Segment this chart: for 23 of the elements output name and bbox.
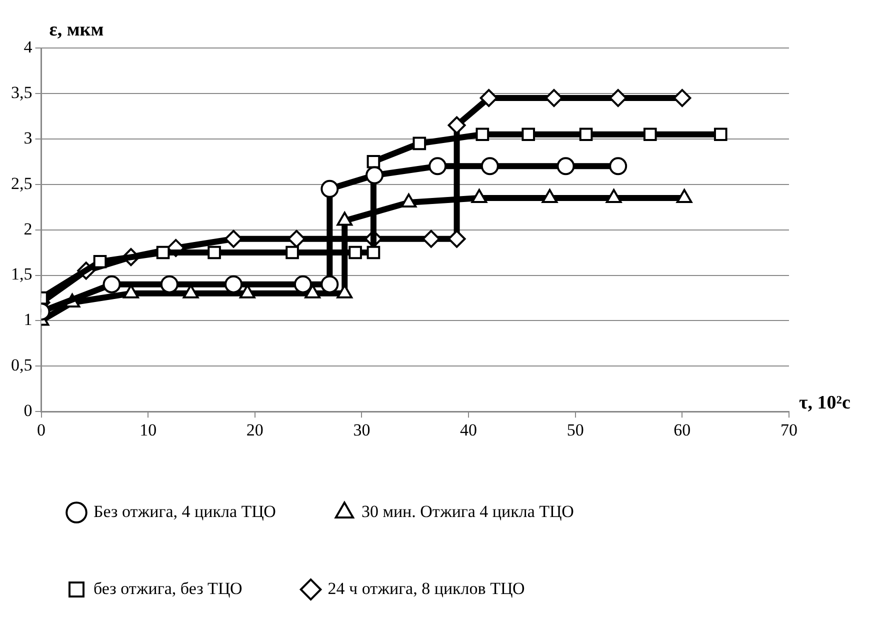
y-tick-label: 2,5 <box>11 174 32 193</box>
x-tick-label: 70 <box>780 420 798 440</box>
y-tick-label: 3,5 <box>11 82 32 102</box>
x-tick-label: 30 <box>353 420 370 440</box>
x-tick-label: 50 <box>566 420 584 440</box>
y-tick-label: 4 <box>24 37 33 56</box>
y-tick-label: 0,5 <box>11 356 32 375</box>
y-tick-label: 1,5 <box>11 264 32 284</box>
legend-label: 30 мин. Отжига 4 цикла ТЦО <box>361 502 574 521</box>
y-axis-title: ε, мкм <box>49 19 104 40</box>
x-tick-label: 60 <box>674 420 691 440</box>
x-tick-label: 0 <box>37 420 46 440</box>
legend-label: без отжига, без ТЦО <box>94 578 242 598</box>
x-tick-label: 10 <box>140 420 157 440</box>
y-tick-label: 1 <box>24 310 32 330</box>
legend-label: Без отжига, 4 цикла ТЦО <box>94 502 276 521</box>
y-tick-label: 3 <box>24 128 32 148</box>
x-tick-label: 40 <box>460 420 478 440</box>
x-tick-label: 20 <box>246 420 264 440</box>
y-tick-label: 0 <box>24 401 32 420</box>
y-tick-label: 2 <box>24 219 32 238</box>
x-axis-title: τ, 10²с <box>799 392 850 414</box>
legend-label: 24 ч отжига, 8 циклов ТЦО <box>328 578 525 598</box>
